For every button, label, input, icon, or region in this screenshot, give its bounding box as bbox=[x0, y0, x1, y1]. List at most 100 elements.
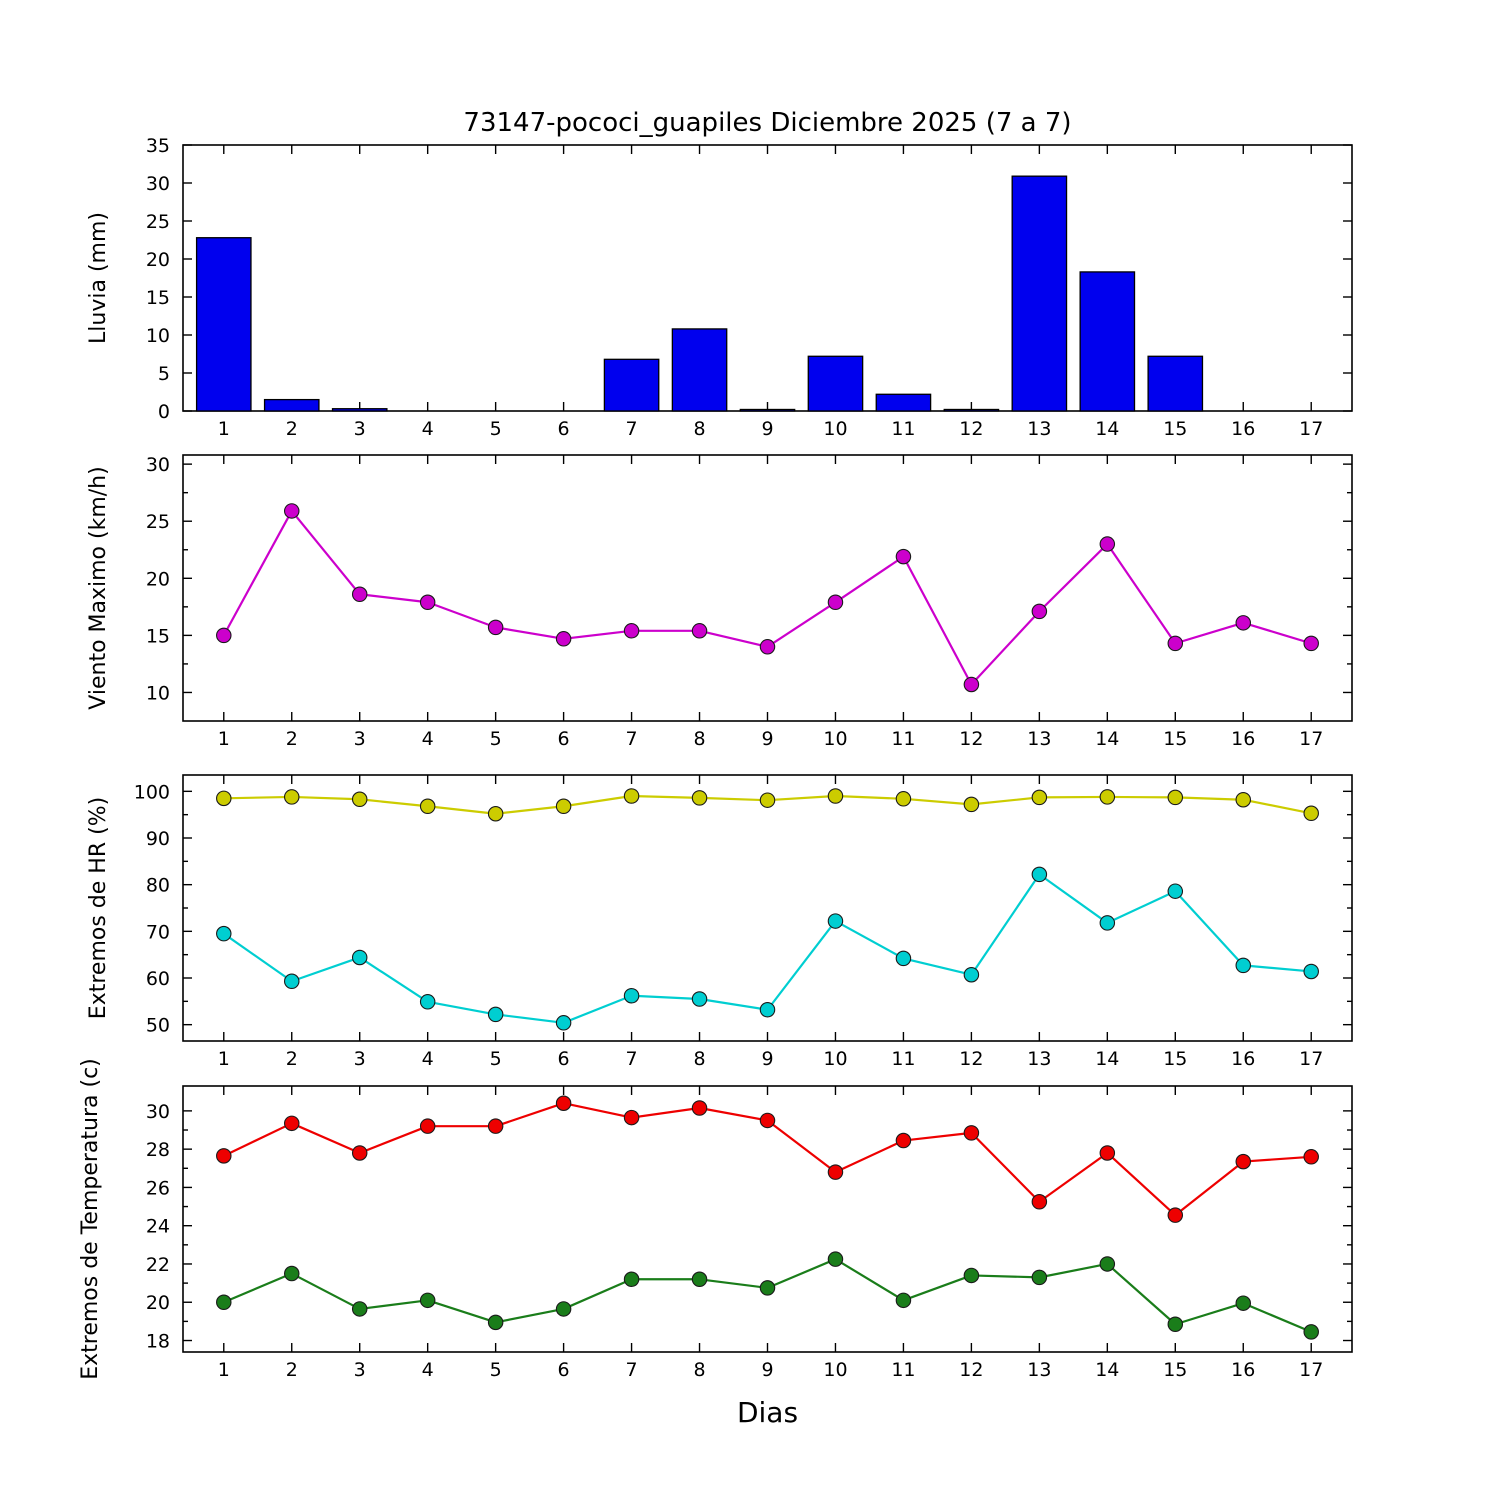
xtick-label-viento-14: 15 bbox=[1163, 728, 1187, 750]
marker-humedad-0-day-11 bbox=[895, 791, 912, 807]
xtick-label-temperatura-5: 6 bbox=[558, 1359, 570, 1381]
marker-viento-0-day-8 bbox=[691, 623, 708, 639]
marker-temperatura-0-day-1 bbox=[216, 1148, 232, 1164]
xaxis-title-temperatura: Dias bbox=[737, 1396, 798, 1429]
xtick-label-temperatura-13: 14 bbox=[1095, 1359, 1119, 1381]
xtick-label-viento-16: 17 bbox=[1299, 728, 1323, 750]
xtick-label-viento-13: 14 bbox=[1095, 728, 1119, 750]
xtick-label-humedad-14: 15 bbox=[1163, 1048, 1187, 1070]
marker-humedad-1-day-16 bbox=[1235, 957, 1252, 974]
xtick-label-humedad-4: 5 bbox=[490, 1048, 502, 1070]
ytick-label-humedad-1: 60 bbox=[146, 968, 170, 990]
xtick-label-temperatura-1: 2 bbox=[286, 1359, 298, 1381]
ytick-label-humedad-0: 50 bbox=[146, 1015, 170, 1037]
xtick-label-temperatura-8: 9 bbox=[761, 1359, 773, 1381]
ytick-label-humedad-3: 80 bbox=[146, 875, 170, 897]
xtick-label-lluvia-4: 5 bbox=[490, 418, 502, 440]
marker-temperatura-0-day-17 bbox=[1303, 1149, 1319, 1165]
xtick-label-temperatura-14: 15 bbox=[1163, 1359, 1187, 1381]
marker-viento-0-day-13 bbox=[1031, 603, 1048, 620]
xtick-label-viento-12: 13 bbox=[1027, 728, 1051, 750]
xtick-label-lluvia-13: 14 bbox=[1095, 418, 1119, 440]
marker-temperatura-0-day-10 bbox=[827, 1164, 844, 1180]
marker-humedad-0-day-17 bbox=[1303, 805, 1319, 822]
marker-viento-0-day-11 bbox=[895, 548, 912, 565]
xtick-label-humedad-7: 8 bbox=[693, 1048, 705, 1070]
xtick-label-humedad-2: 3 bbox=[354, 1048, 366, 1070]
marker-temperatura-1-day-8 bbox=[691, 1271, 708, 1288]
ytick-label-lluvia-0: 0 bbox=[158, 401, 170, 423]
xtick-label-humedad-8: 9 bbox=[761, 1048, 773, 1070]
marker-humedad-1-day-10 bbox=[827, 913, 844, 929]
marker-temperatura-0-day-8 bbox=[691, 1100, 708, 1116]
marker-humedad-0-day-10 bbox=[827, 788, 844, 804]
xtick-label-lluvia-2: 3 bbox=[354, 418, 366, 440]
xtick-label-temperatura-3: 4 bbox=[422, 1359, 434, 1381]
ytick-label-temperatura-5: 28 bbox=[146, 1139, 170, 1161]
marker-temperatura-1-day-5 bbox=[487, 1314, 504, 1331]
ytick-label-viento-2: 20 bbox=[146, 568, 170, 590]
marker-humedad-0-day-9 bbox=[759, 792, 776, 808]
marker-viento-0-day-16 bbox=[1235, 615, 1252, 631]
xtick-label-humedad-15: 16 bbox=[1231, 1048, 1255, 1070]
marker-temperatura-1-day-11 bbox=[895, 1292, 912, 1309]
marker-temperatura-1-day-9 bbox=[759, 1280, 776, 1296]
xtick-label-humedad-10: 11 bbox=[891, 1048, 915, 1070]
xtick-label-lluvia-6: 7 bbox=[626, 418, 638, 440]
marker-temperatura-1-day-1 bbox=[216, 1294, 232, 1310]
xtick-label-temperatura-7: 8 bbox=[693, 1359, 705, 1381]
bar-day-14 bbox=[1079, 271, 1136, 412]
marker-temperatura-0-day-9 bbox=[759, 1112, 776, 1129]
xtick-label-humedad-13: 14 bbox=[1095, 1048, 1119, 1070]
marker-temperatura-1-day-12 bbox=[963, 1267, 980, 1284]
ytick-label-lluvia-7: 35 bbox=[146, 135, 170, 157]
marker-humedad-1-day-6 bbox=[555, 1015, 572, 1031]
marker-temperatura-0-day-4 bbox=[419, 1118, 436, 1134]
xtick-label-humedad-16: 17 bbox=[1299, 1048, 1323, 1070]
xtick-label-lluvia-10: 11 bbox=[891, 418, 915, 440]
marker-humedad-1-day-14 bbox=[1099, 915, 1116, 931]
marker-temperatura-0-day-16 bbox=[1235, 1153, 1252, 1170]
marker-viento-0-day-17 bbox=[1303, 635, 1319, 652]
xtick-label-temperatura-0: 1 bbox=[218, 1359, 230, 1381]
panel-background-viento bbox=[183, 455, 1352, 721]
marker-temperatura-0-day-5 bbox=[487, 1118, 504, 1134]
marker-viento-0-day-10 bbox=[827, 594, 844, 611]
xtick-label-humedad-1: 2 bbox=[286, 1048, 298, 1070]
ylabel-temperatura: Extremos de Temperatura (c) bbox=[78, 1058, 103, 1380]
marker-humedad-1-day-9 bbox=[759, 1001, 776, 1018]
marker-temperatura-0-day-3 bbox=[351, 1145, 368, 1161]
ytick-label-temperatura-4: 26 bbox=[146, 1177, 170, 1199]
ytick-label-viento-3: 25 bbox=[146, 511, 170, 533]
xtick-label-viento-0: 1 bbox=[218, 728, 230, 750]
marker-temperatura-0-day-7 bbox=[623, 1109, 640, 1126]
bar-day-10 bbox=[807, 355, 864, 412]
ytick-label-lluvia-3: 15 bbox=[146, 287, 170, 309]
marker-humedad-1-day-11 bbox=[895, 950, 912, 967]
marker-humedad-1-day-13 bbox=[1031, 866, 1048, 883]
xtick-label-lluvia-8: 9 bbox=[761, 418, 773, 440]
marker-humedad-0-day-16 bbox=[1235, 791, 1252, 808]
xtick-label-viento-15: 16 bbox=[1231, 728, 1255, 750]
xtick-label-lluvia-11: 12 bbox=[959, 418, 983, 440]
xtick-label-lluvia-0: 1 bbox=[218, 418, 230, 440]
xtick-label-viento-2: 3 bbox=[354, 728, 366, 750]
marker-viento-0-day-14 bbox=[1099, 536, 1116, 552]
marker-humedad-0-day-3 bbox=[351, 791, 368, 808]
xtick-label-lluvia-9: 10 bbox=[823, 418, 847, 440]
marker-humedad-0-day-14 bbox=[1099, 789, 1116, 805]
xtick-label-viento-10: 11 bbox=[891, 728, 915, 750]
bar-day-1 bbox=[195, 237, 252, 412]
marker-viento-0-day-2 bbox=[283, 503, 300, 519]
marker-humedad-0-day-15 bbox=[1167, 789, 1184, 806]
ytick-label-temperatura-2: 22 bbox=[146, 1254, 170, 1276]
marker-humedad-1-day-12 bbox=[963, 966, 980, 983]
xtick-label-temperatura-6: 7 bbox=[626, 1359, 638, 1381]
marker-viento-0-day-3 bbox=[351, 586, 368, 603]
xtick-label-humedad-6: 7 bbox=[626, 1048, 638, 1070]
marker-humedad-0-day-7 bbox=[623, 788, 640, 804]
